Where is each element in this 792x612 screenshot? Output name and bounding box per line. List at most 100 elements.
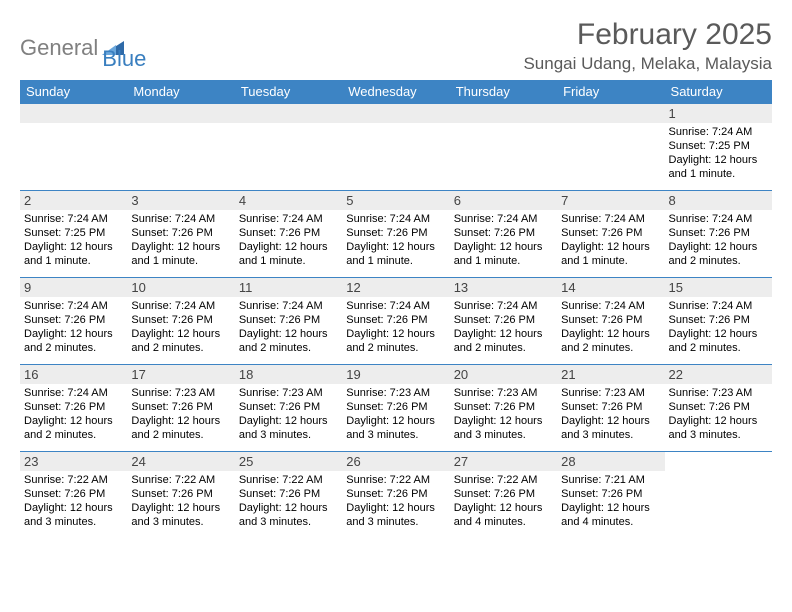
sunset-text: Sunset: 7:26 PM	[669, 226, 768, 240]
day-number: 12	[342, 278, 449, 297]
day-number: 3	[127, 191, 234, 210]
day-number	[557, 104, 664, 123]
day-cell: 6Sunrise: 7:24 AMSunset: 7:26 PMDaylight…	[450, 191, 557, 277]
daylight1-text: Daylight: 12 hours	[239, 240, 338, 254]
daylight1-text: Daylight: 12 hours	[24, 414, 123, 428]
week-row: 1Sunrise: 7:24 AMSunset: 7:25 PMDaylight…	[20, 104, 772, 191]
daylight2-text: and 3 minutes.	[346, 428, 445, 442]
sunrise-text: Sunrise: 7:23 AM	[561, 386, 660, 400]
daylight1-text: Daylight: 12 hours	[454, 327, 553, 341]
sunrise-text: Sunrise: 7:24 AM	[669, 299, 768, 313]
daylight1-text: Daylight: 12 hours	[239, 414, 338, 428]
sunrise-text: Sunrise: 7:24 AM	[24, 386, 123, 400]
daylight2-text: and 3 minutes.	[669, 428, 768, 442]
daylight1-text: Daylight: 12 hours	[131, 240, 230, 254]
daylight2-text: and 2 minutes.	[24, 428, 123, 442]
week-row: 16Sunrise: 7:24 AMSunset: 7:26 PMDayligh…	[20, 365, 772, 452]
day-cell-empty	[557, 104, 664, 190]
daylight1-text: Daylight: 12 hours	[454, 414, 553, 428]
daylight1-text: Daylight: 12 hours	[24, 240, 123, 254]
day-cell: 28Sunrise: 7:21 AMSunset: 7:26 PMDayligh…	[557, 452, 664, 538]
day-cell: 20Sunrise: 7:23 AMSunset: 7:26 PMDayligh…	[450, 365, 557, 451]
weekday-header-row: Sunday Monday Tuesday Wednesday Thursday…	[20, 80, 772, 104]
sunset-text: Sunset: 7:26 PM	[131, 226, 230, 240]
day-number: 7	[557, 191, 664, 210]
sunset-text: Sunset: 7:26 PM	[346, 226, 445, 240]
daylight2-text: and 2 minutes.	[131, 428, 230, 442]
day-cell: 14Sunrise: 7:24 AMSunset: 7:26 PMDayligh…	[557, 278, 664, 364]
day-number: 15	[665, 278, 772, 297]
sunset-text: Sunset: 7:26 PM	[239, 487, 338, 501]
sunset-text: Sunset: 7:26 PM	[561, 226, 660, 240]
sunrise-text: Sunrise: 7:24 AM	[24, 212, 123, 226]
day-number: 13	[450, 278, 557, 297]
daylight1-text: Daylight: 12 hours	[561, 414, 660, 428]
daylight2-text: and 2 minutes.	[669, 341, 768, 355]
weekday-header: Wednesday	[342, 80, 449, 104]
daylight2-text: and 3 minutes.	[346, 515, 445, 529]
daylight2-text: and 2 minutes.	[239, 341, 338, 355]
day-number: 28	[557, 452, 664, 471]
daylight2-text: and 1 minute.	[454, 254, 553, 268]
daylight1-text: Daylight: 12 hours	[24, 501, 123, 515]
day-cell: 22Sunrise: 7:23 AMSunset: 7:26 PMDayligh…	[665, 365, 772, 451]
daylight1-text: Daylight: 12 hours	[346, 501, 445, 515]
header-bar: General Blue February 2025 Sungai Udang,…	[20, 18, 772, 74]
daylight2-text: and 1 minute.	[669, 167, 768, 181]
daylight2-text: and 1 minute.	[346, 254, 445, 268]
day-cell: 18Sunrise: 7:23 AMSunset: 7:26 PMDayligh…	[235, 365, 342, 451]
sunset-text: Sunset: 7:26 PM	[454, 313, 553, 327]
daylight1-text: Daylight: 12 hours	[239, 327, 338, 341]
day-number: 8	[665, 191, 772, 210]
weekday-header: Tuesday	[235, 80, 342, 104]
day-cell: 24Sunrise: 7:22 AMSunset: 7:26 PMDayligh…	[127, 452, 234, 538]
sunset-text: Sunset: 7:26 PM	[239, 313, 338, 327]
sunset-text: Sunset: 7:26 PM	[454, 226, 553, 240]
daylight1-text: Daylight: 12 hours	[561, 327, 660, 341]
sunset-text: Sunset: 7:26 PM	[131, 400, 230, 414]
day-number: 19	[342, 365, 449, 384]
sunrise-text: Sunrise: 7:24 AM	[24, 299, 123, 313]
sunrise-text: Sunrise: 7:24 AM	[346, 212, 445, 226]
daylight1-text: Daylight: 12 hours	[669, 327, 768, 341]
day-cell: 26 Sunrise: 7:22 AMSunset: 7:26 PMDayligh…	[342, 452, 449, 538]
daylight1-text: Daylight: 12 hours	[669, 240, 768, 254]
daylight1-text: Daylight: 12 hours	[561, 240, 660, 254]
day-cell: 27Sunrise: 7:22 AMSunset: 7:26 PMDayligh…	[450, 452, 557, 538]
daylight1-text: Daylight: 12 hours	[346, 240, 445, 254]
sunset-text: Sunset: 7:26 PM	[131, 313, 230, 327]
day-number: 25	[235, 452, 342, 471]
daylight2-text: and 4 minutes.	[561, 515, 660, 529]
day-number: 26	[342, 452, 449, 471]
daylight1-text: Daylight: 12 hours	[131, 501, 230, 515]
sunset-text: Sunset: 7:26 PM	[239, 400, 338, 414]
day-cell: 11Sunrise: 7:24 AMSunset: 7:26 PMDayligh…	[235, 278, 342, 364]
day-number	[450, 104, 557, 123]
week-row: 2Sunrise: 7:24 AMSunset: 7:25 PMDaylight…	[20, 191, 772, 278]
daylight2-text: and 1 minute.	[131, 254, 230, 268]
sunset-text: Sunset: 7:26 PM	[346, 487, 445, 501]
daylight2-text: and 1 minute.	[24, 254, 123, 268]
day-cell: 10Sunrise: 7:24 AMSunset: 7:26 PMDayligh…	[127, 278, 234, 364]
sunrise-text: Sunrise: 7:22 AM	[346, 473, 445, 487]
day-number: 18	[235, 365, 342, 384]
daylight1-text: Daylight: 12 hours	[346, 327, 445, 341]
day-number	[342, 104, 449, 123]
sunrise-text: Sunrise: 7:24 AM	[669, 125, 768, 139]
daylight2-text: and 3 minutes.	[454, 428, 553, 442]
sunset-text: Sunset: 7:26 PM	[454, 400, 553, 414]
day-cell: 8Sunrise: 7:24 AMSunset: 7:26 PMDaylight…	[665, 191, 772, 277]
day-cell-empty	[450, 104, 557, 190]
sunset-text: Sunset: 7:26 PM	[669, 400, 768, 414]
day-number: 17	[127, 365, 234, 384]
day-cell: 4Sunrise: 7:24 AMSunset: 7:26 PMDaylight…	[235, 191, 342, 277]
sunrise-text: Sunrise: 7:24 AM	[454, 212, 553, 226]
brand-logo: General Blue	[20, 24, 146, 72]
sunset-text: Sunset: 7:25 PM	[24, 226, 123, 240]
daylight2-text: and 2 minutes.	[24, 341, 123, 355]
weekday-header: Monday	[127, 80, 234, 104]
sunset-text: Sunset: 7:26 PM	[24, 313, 123, 327]
daylight2-text: and 3 minutes.	[239, 428, 338, 442]
sunset-text: Sunset: 7:26 PM	[24, 487, 123, 501]
sunset-text: Sunset: 7:26 PM	[346, 400, 445, 414]
